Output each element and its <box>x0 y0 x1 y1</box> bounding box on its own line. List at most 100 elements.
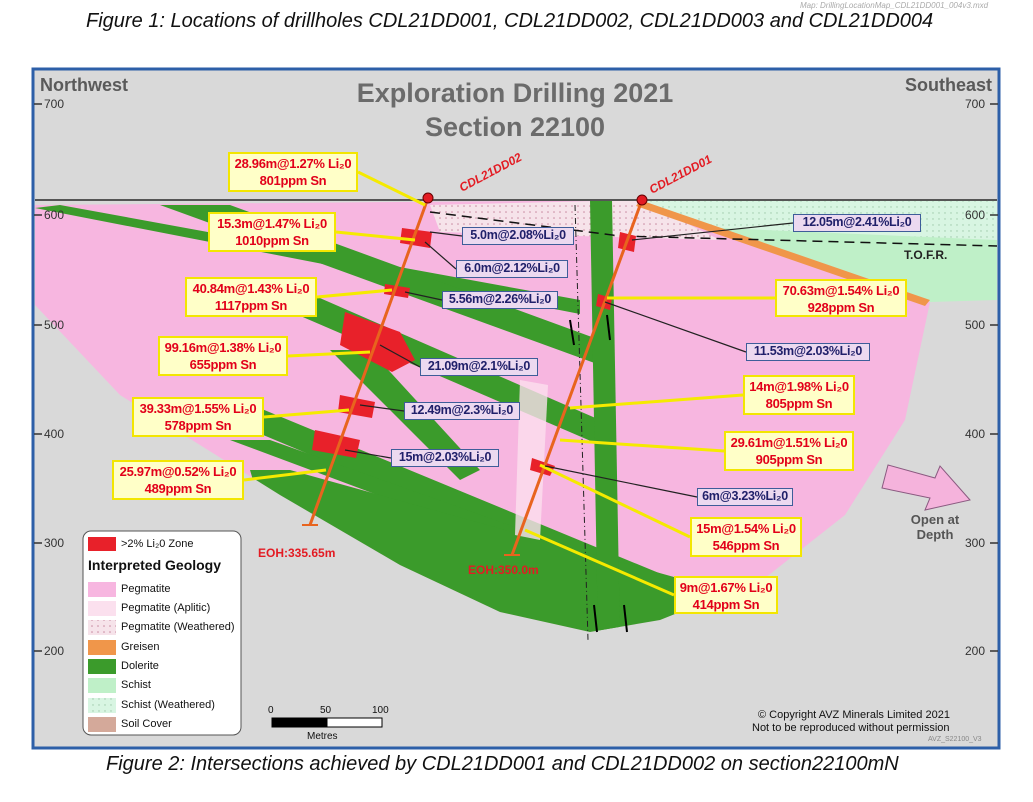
elevation-ticks <box>34 103 998 652</box>
tin: 489ppm Sn <box>144 481 212 496</box>
elevation-label: 500 <box>965 318 986 332</box>
legend-swatch <box>88 582 116 597</box>
grade: 25.97m@0.52% Li₂0 <box>119 464 237 479</box>
intercept-box: 99.16m@1.38% Li₂0 655ppm Sn <box>158 336 288 376</box>
high-grade-box: 12.05m@2.41%Li₂0 <box>793 214 921 232</box>
grade: 9m@1.67% Li₂0 <box>679 580 773 595</box>
scale-tick: 100 <box>372 705 389 716</box>
notice: Not to be reproduced without permission <box>752 722 950 734</box>
intercept-box: 70.63m@1.54% Li₂0 928ppm Sn <box>775 279 907 317</box>
elevation-label: 200 <box>965 644 986 658</box>
high-grade-box: 21.09m@2.1%Li₂0 <box>420 358 538 376</box>
high-grade-box: 5.56m@2.26%Li₂0 <box>442 291 558 309</box>
legend-box <box>82 530 242 736</box>
tin: 805ppm Sn <box>765 396 833 411</box>
zone <box>384 284 410 298</box>
high-grade-box: 5.0m@2.08%Li₂0 <box>462 227 574 245</box>
map-reference: Map: DrillingLocationMap_CDL21DD001_004v… <box>800 1 989 10</box>
high-grade-box: 11.53m@2.03%Li₂0 <box>746 343 870 361</box>
tin: 801ppm Sn <box>259 173 327 188</box>
leader <box>524 528 675 597</box>
zone <box>338 395 375 418</box>
fault <box>574 204 589 641</box>
grade: 39.33m@1.55% Li₂0 <box>139 401 257 416</box>
legend-swatch <box>88 601 116 616</box>
high-grade-box: 6.0m@2.12%Li₂0 <box>456 260 568 278</box>
leader <box>429 231 463 237</box>
leader <box>604 301 747 353</box>
legend-title: Interpreted Geology <box>88 557 222 573</box>
leader <box>424 241 457 270</box>
elevation-label: 700 <box>44 97 65 111</box>
leader <box>379 344 421 368</box>
high-grade-box: 15m@2.03%Li₂0 <box>391 449 499 467</box>
tofr-label: T.O.F.R. <box>904 248 948 262</box>
scale-unit: Metres <box>307 731 338 742</box>
leader <box>287 350 371 358</box>
legend-item: Soil Cover <box>121 718 172 730</box>
leader <box>357 170 426 207</box>
leader <box>316 288 393 299</box>
elevation-label: 600 <box>44 208 65 222</box>
leader <box>631 222 794 241</box>
scale-bar <box>326 717 383 728</box>
intercept-box: 29.61m@1.51% Li₂0 905ppm Sn <box>724 431 854 471</box>
high-grade-box: 6m@3.23%Li₂0 <box>697 488 793 506</box>
legend-swatch <box>88 698 116 713</box>
legend-swatch <box>88 678 116 693</box>
legend-swatch <box>88 537 116 551</box>
open-at-depth-arrow <box>881 464 971 511</box>
figure-caption: Figure 2: Intersections achieved by CDL2… <box>106 753 899 775</box>
open-at-depth-label: Open at Depth <box>910 512 960 542</box>
intercept-box: 28.96m@1.27% Li₂0 801ppm Sn <box>228 152 358 192</box>
intercept-box: 15m@1.54% Li₂0 546ppm Sn <box>690 517 802 557</box>
grade: 15m@1.54% Li₂0 <box>696 521 796 536</box>
grade: 28.96m@1.27% Li₂0 <box>234 156 352 171</box>
legend-item: Schist <box>121 679 151 691</box>
scale-tick: 50 <box>320 705 332 716</box>
intercept-box: 14m@1.98% Li₂0 805ppm Sn <box>743 375 855 415</box>
eoh-label: EOH:335.65m <box>258 546 336 560</box>
tin: 414ppm Sn <box>692 597 760 612</box>
legend-item: Pegmatite (Aplitic) <box>121 602 211 614</box>
drillhole-trace <box>510 199 644 556</box>
dolerite-dyke <box>590 200 620 632</box>
intercept-box: 9m@1.67% Li₂0 414ppm Sn <box>674 576 778 614</box>
leader <box>539 463 691 539</box>
elevation-label: 300 <box>44 536 65 550</box>
grade: 99.16m@1.38% Li₂0 <box>164 340 282 355</box>
leader <box>544 465 698 498</box>
elevation-label: 400 <box>44 427 65 441</box>
tin: 578ppm Sn <box>164 418 232 433</box>
leader <box>263 408 350 419</box>
copyright: © Copyright AVZ Minerals Limited 2021 <box>758 709 950 721</box>
legend-item: Greisen <box>121 641 160 653</box>
legend-zone: >2% Li₂0 Zone <box>121 538 194 550</box>
eoh-label: EOH:350.0m <box>468 563 539 577</box>
elevation-label: 700 <box>965 97 986 111</box>
elevation-label: 300 <box>965 536 986 550</box>
collar <box>422 192 434 204</box>
intercept-leaders <box>243 170 775 597</box>
intercept-box: 25.97m@0.52% Li₂0 489ppm Sn <box>112 460 244 500</box>
leader <box>359 404 405 412</box>
direction-label: Southeast <box>904 75 992 95</box>
fault-arrow <box>606 314 611 341</box>
fault-arrow <box>623 604 628 633</box>
drawing-code: AVZ_S22100_V3 <box>928 736 982 743</box>
section-title: Exploration Drilling 2021 <box>356 78 674 108</box>
legend-item: Pegmatite (Weathered) <box>121 621 235 633</box>
leader <box>344 449 392 459</box>
leader <box>569 393 744 410</box>
legend-swatch <box>88 717 116 732</box>
legend-item: Pegmatite <box>121 583 171 595</box>
drillhole-trace <box>308 197 430 526</box>
grade: 14m@1.98% Li₂0 <box>749 379 849 394</box>
scale-tick: 0 <box>268 705 274 716</box>
tin: 655ppm Sn <box>189 357 257 372</box>
legend-item: Dolerite <box>121 660 159 672</box>
zone <box>400 228 432 248</box>
legend-swatch <box>88 659 116 674</box>
grade: 70.63m@1.54% Li₂0 <box>782 283 900 298</box>
